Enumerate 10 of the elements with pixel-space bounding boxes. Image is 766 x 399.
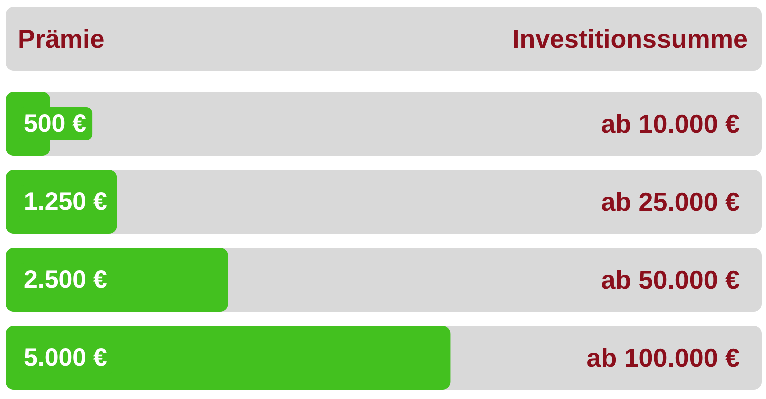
data-label: 2.500 € xyxy=(24,266,108,294)
y-tick-label: ab 50.000 € xyxy=(601,265,740,295)
x-axis-title: Prämie xyxy=(18,24,105,54)
y-tick-label: ab 25.000 € xyxy=(601,187,740,217)
y-axis-title: Investitionssumme xyxy=(512,24,748,54)
data-label: 500 € xyxy=(24,110,87,138)
y-tick-label: ab 100.000 € xyxy=(586,343,740,373)
data-label: 1.250 € xyxy=(24,188,108,216)
y-tick-label: ab 10.000 € xyxy=(601,109,740,139)
data-label: 5.000 € xyxy=(24,344,108,372)
